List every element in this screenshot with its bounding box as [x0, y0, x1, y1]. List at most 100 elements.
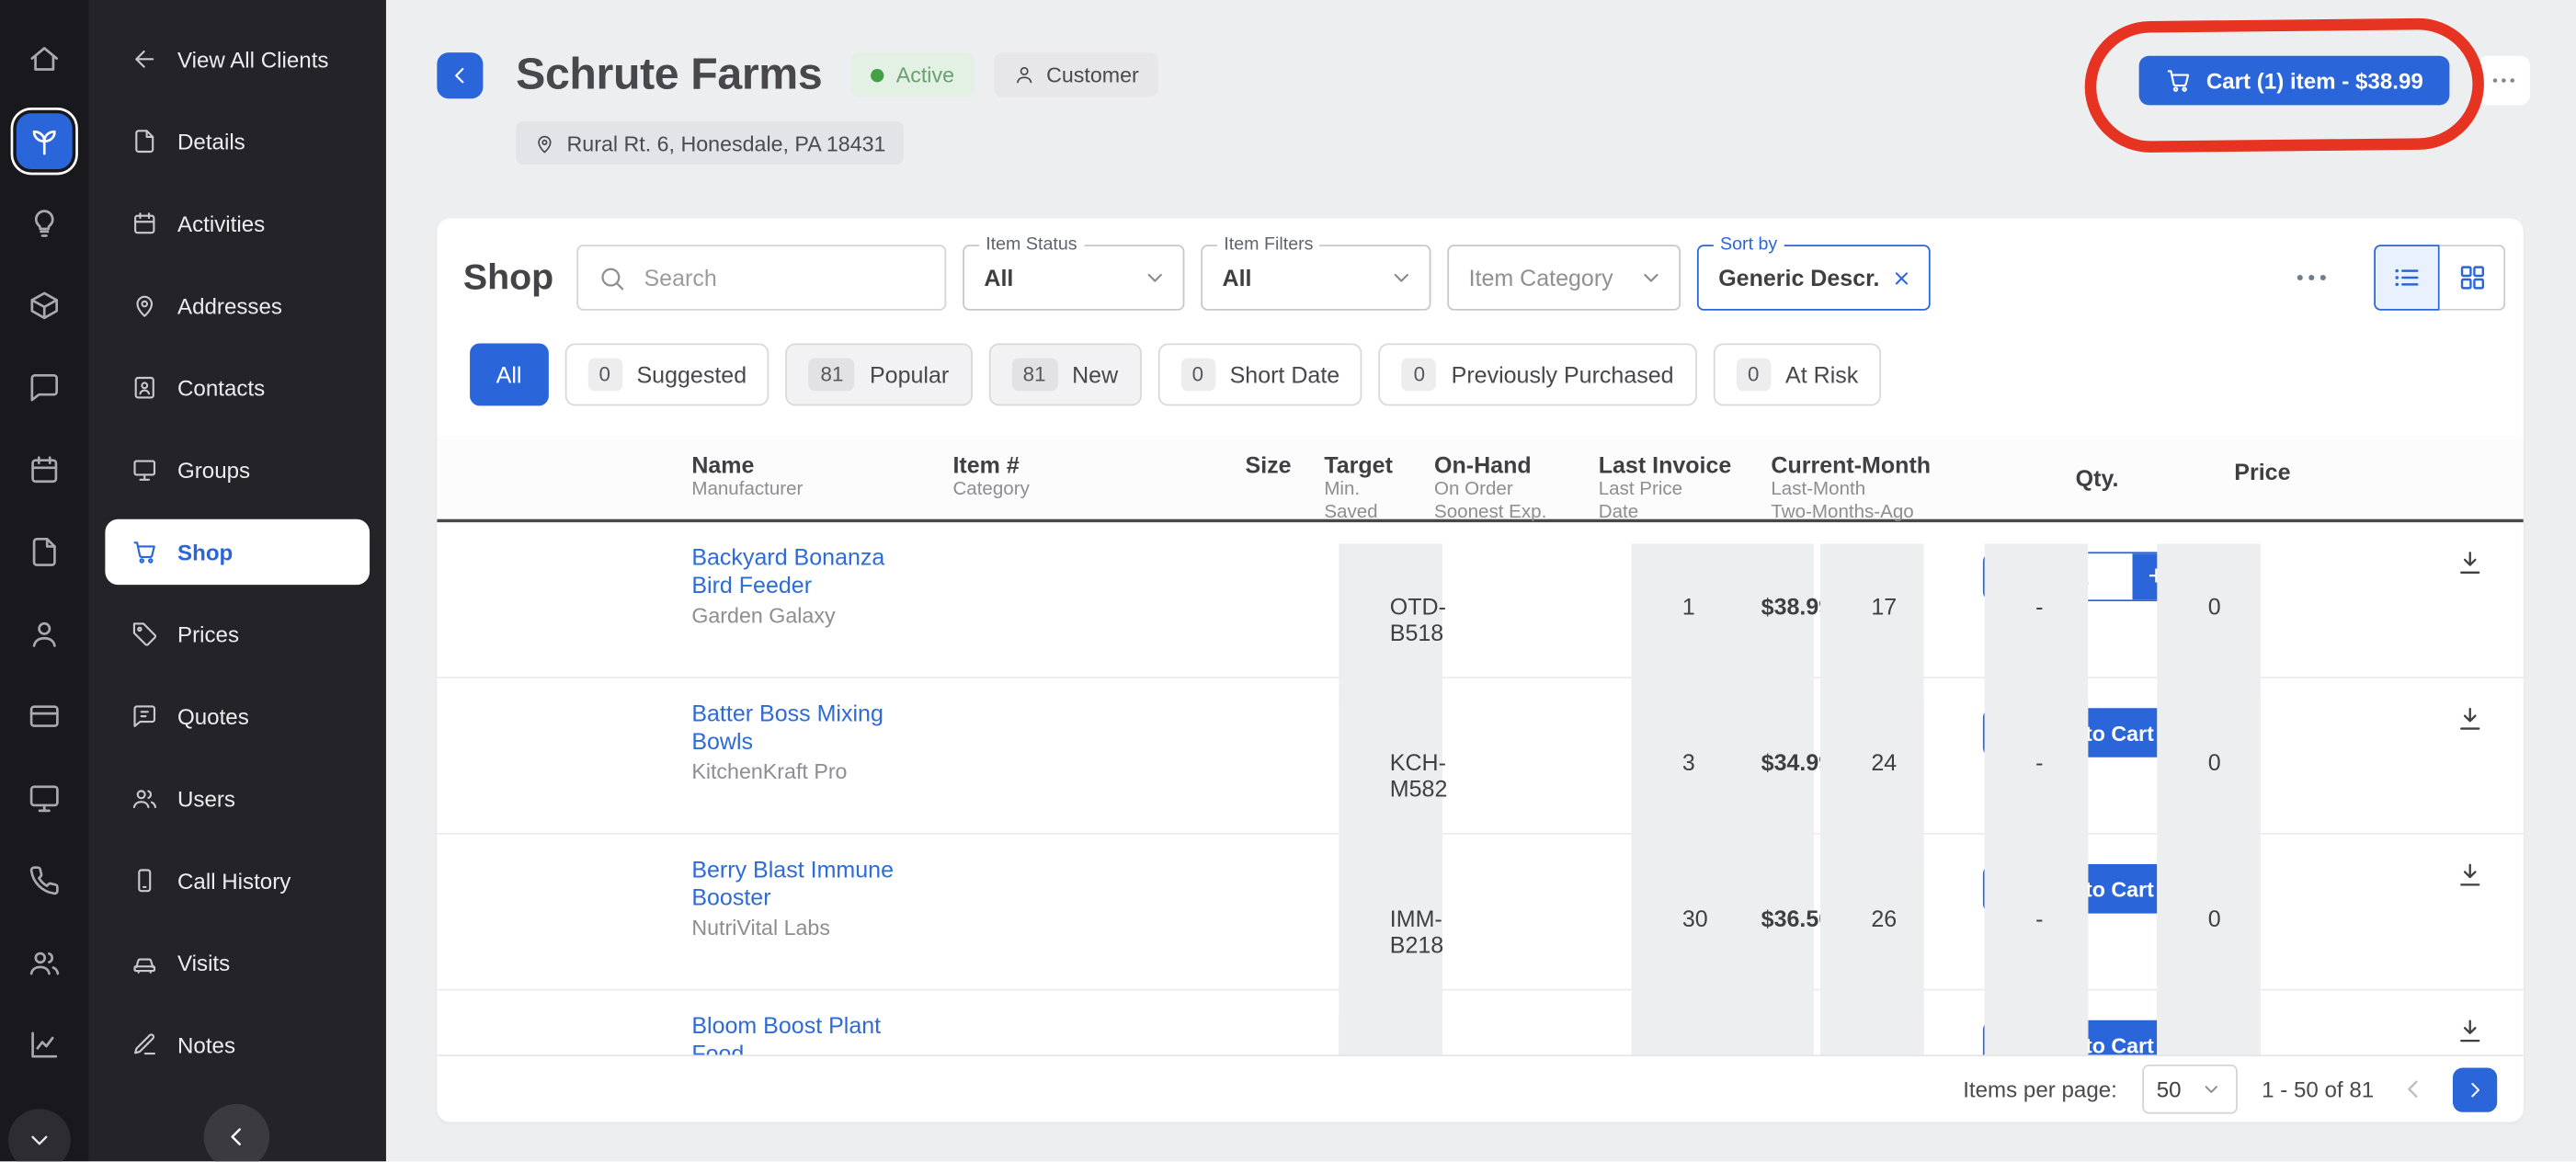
rail-schedule-icon[interactable] — [28, 453, 61, 486]
product-name-link[interactable]: Backyard Bonanza Bird Feeder — [691, 543, 921, 599]
rail-billing-icon[interactable] — [28, 700, 61, 733]
search-icon — [598, 264, 625, 291]
rail-dashboard-icon[interactable] — [28, 782, 61, 815]
address-text: Rural Rt. 6, Honesdale, PA 18431 — [567, 131, 886, 155]
sidebar-item-prices[interactable]: Prices — [88, 593, 385, 675]
page-title: Schrute Farms — [516, 50, 822, 100]
item-filters-select[interactable]: Item Filters All — [1201, 245, 1430, 310]
sidebar-item-quotes[interactable]: Quotes — [88, 675, 385, 757]
sidebar-item-groups[interactable]: Groups — [88, 428, 385, 510]
filter-chip-popular[interactable]: 81Popular — [786, 343, 972, 405]
sidebar-item-activities[interactable]: Activities — [88, 182, 385, 264]
sidebar-item-label: Details — [177, 129, 245, 154]
grid-view-button[interactable] — [2440, 245, 2505, 310]
pencil-icon — [131, 1031, 158, 1058]
column-header-invoice: Last InvoiceLast PriceDate — [1585, 436, 1758, 524]
rail-ideas-icon[interactable] — [28, 207, 61, 240]
cart-button[interactable]: Cart (1) item - $38.99 — [2139, 56, 2450, 106]
manufacturer-label: KitchenKraft Pro — [691, 759, 933, 784]
chip-count-badge: 81 — [1011, 359, 1057, 392]
search-field[interactable] — [641, 263, 925, 292]
column-header-text: Saved — [1324, 503, 1418, 524]
sidebar-item-call-history[interactable]: Call History — [88, 839, 385, 921]
arrow-left-icon — [131, 46, 158, 73]
chip-count-badge: 0 — [1402, 359, 1436, 392]
rail-documents-icon[interactable] — [28, 536, 61, 569]
sidebar-item-label: Contacts — [177, 375, 265, 400]
sidebar-item-label: Users — [177, 786, 235, 811]
more-icon — [2489, 65, 2518, 95]
sidebar-item-label: Shop — [177, 540, 233, 564]
column-header-text: Current-Month — [1771, 451, 1952, 478]
rail-expand-button[interactable] — [8, 1109, 71, 1161]
filter-chip-suggested[interactable]: 0Suggested — [564, 343, 769, 405]
sidebar-item-label: Groups — [177, 458, 250, 483]
product-name-link[interactable]: Batter Boss Mixing Bowls — [691, 700, 921, 756]
download-icon[interactable] — [2456, 705, 2483, 733]
sidebar-collapse-button[interactable] — [204, 1104, 269, 1162]
download-icon[interactable] — [2456, 1017, 2483, 1044]
rail-calls-icon[interactable] — [28, 864, 61, 897]
header-more-button[interactable] — [2478, 56, 2530, 106]
table-more-button[interactable] — [2292, 258, 2331, 298]
item-status-value: All — [984, 265, 1128, 291]
sort-by-select[interactable]: Sort by Generic Descr... — [1697, 245, 1931, 310]
clear-sort-icon[interactable] — [1889, 266, 1914, 290]
rail-accounts-icon[interactable] — [28, 618, 61, 651]
column-header-item: Item #Category — [940, 436, 1109, 524]
item-filters-value: All — [1223, 265, 1375, 291]
filter-chip-new[interactable]: 81New — [988, 343, 1141, 405]
pin-icon — [131, 292, 158, 319]
view-toggle — [2374, 245, 2505, 310]
item-status-select[interactable]: Item Status All — [963, 245, 1184, 310]
sidebar-item-contacts[interactable]: Contacts — [88, 347, 385, 428]
search-input[interactable] — [576, 245, 946, 310]
rail-team-icon[interactable] — [28, 946, 61, 979]
items-per-page-select[interactable]: 50 — [2142, 1065, 2238, 1114]
sidebar-item-label: Addresses — [177, 293, 282, 318]
column-header-text: Last-Month — [1771, 480, 1952, 501]
sidebar-item-notes[interactable]: Notes — [88, 1004, 385, 1086]
rail-messages-icon[interactable] — [28, 371, 61, 404]
rail-crm-app-icon[interactable] — [17, 113, 73, 169]
download-icon[interactable] — [2456, 549, 2483, 576]
list-view-button[interactable] — [2374, 245, 2439, 310]
sidebar-item-visits[interactable]: Visits — [88, 922, 385, 1004]
sidebar-item-label: Activities — [177, 211, 265, 236]
column-header-text: Qty. — [2076, 465, 2119, 492]
view-all-clients-link[interactable]: View All Clients — [88, 18, 385, 100]
next-page-button[interactable] — [2453, 1067, 2497, 1111]
cart-icon — [2165, 67, 2192, 94]
filter-chip-previously-purchased[interactable]: 0 Previously Purchased — [1379, 343, 1697, 405]
column-header-text: Category — [952, 480, 1105, 501]
previous-page-button[interactable] — [2399, 1075, 2428, 1104]
sidebar-item-users[interactable]: Users — [88, 758, 385, 839]
back-button[interactable] — [437, 51, 483, 97]
chip-label: Short Date — [1230, 361, 1340, 388]
board-icon — [131, 457, 158, 484]
product-name-link[interactable]: Berry Blast Immune Booster — [691, 856, 921, 912]
column-header-download — [2415, 436, 2524, 524]
filter-chip-at-risk[interactable]: 0At Risk — [1713, 343, 1881, 405]
download-icon[interactable] — [2456, 860, 2483, 888]
filter-chip-all[interactable]: All — [470, 343, 548, 405]
rail-analytics-icon[interactable] — [28, 1029, 61, 1062]
mobile-icon — [131, 868, 158, 894]
filter-chip-short-date[interactable]: 0 Short Date — [1157, 343, 1362, 405]
item-category-select[interactable]: Item Category — [1447, 245, 1681, 310]
sidebar-item-shop[interactable]: Shop — [105, 519, 370, 585]
people-icon — [131, 785, 158, 812]
rail-home-icon[interactable] — [28, 42, 61, 75]
item-status-label: Item Status — [979, 235, 1084, 255]
status-badge-label: Active — [896, 63, 954, 87]
chip-count-badge: 0 — [1180, 359, 1214, 392]
column-header-image — [529, 436, 681, 524]
chip-count-badge: 0 — [587, 359, 621, 392]
sidebar-item-details[interactable]: Details — [88, 100, 385, 182]
chip-label: Popular — [870, 361, 949, 388]
rail-inventory-icon[interactable] — [28, 290, 61, 323]
sidebar-item-addresses[interactable]: Addresses — [88, 265, 385, 347]
view-all-clients-label: View All Clients — [177, 47, 328, 72]
chip-label: Previously Purchased — [1452, 361, 1674, 388]
location-pin-icon — [534, 132, 555, 154]
